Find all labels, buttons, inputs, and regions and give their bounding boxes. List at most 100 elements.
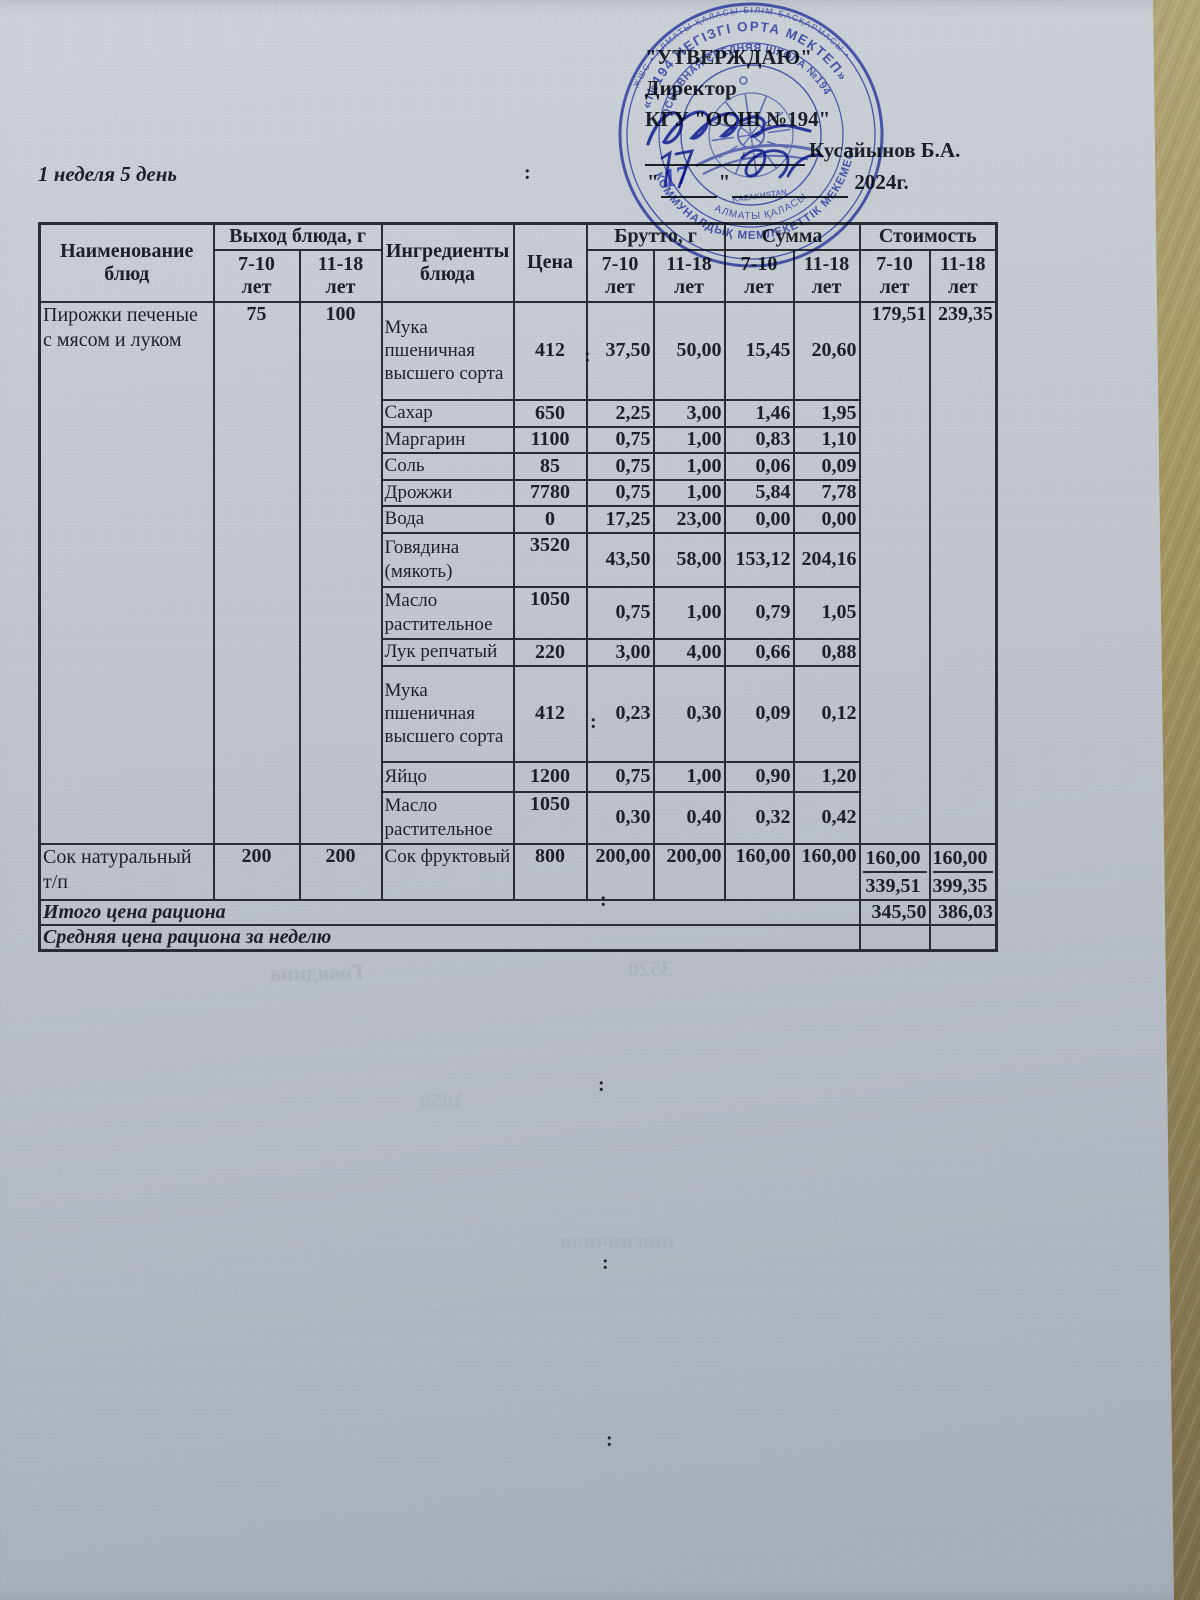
sum-11-18-cell: 204,16 [792, 531, 861, 588]
price-cell: 1200 [512, 760, 588, 793]
dish-name-cell: Пирожки печеные с мясом и луком [38, 300, 215, 845]
juice-cost-7-10: 160,00 [862, 846, 927, 873]
sum-11-18-cell: 1,10 [792, 425, 861, 454]
sum-7-10-cell: 15,45 [723, 300, 795, 401]
brutto-11-18-cell: 0,40 [652, 790, 726, 845]
sum-11-18-cell: 1,20 [792, 760, 861, 793]
brutto-11-18-cell: 50,00 [652, 300, 726, 401]
ingredient-row: Мука пшеничная высшего сорта 412 0,23 0,… [40, 664, 997, 763]
brutto-11-18-cell: 1,00 [652, 760, 726, 793]
empty-cell [928, 923, 998, 951]
output-7-10-cell: 200 [212, 842, 301, 901]
sum-7-10-cell: 5,84 [723, 478, 795, 507]
sum-7-10-cell: 160,00 [723, 842, 795, 901]
ingredient-row: Вода 0 17,25 23,00 0,00 0,00 [40, 504, 997, 534]
quote-mark: " [718, 170, 731, 194]
sum-7-10-cell: 0,09 [723, 664, 795, 763]
ingredient-row: Масло растительное 1050 0,30 0,40 0,32 0… [40, 790, 997, 845]
quote-mark: " [647, 170, 659, 194]
director-name: Кусайынов Б.А. [809, 138, 961, 162]
brutto-11-18-cell: 23,00 [652, 504, 726, 534]
ingredient-name-cell: Мука пшеничная высшего сорта [380, 300, 515, 401]
header-name: Наименование блюд [38, 222, 215, 303]
total-row: Итого цена рациона 345,50 386,03 [38, 898, 998, 926]
brutto-11-18-cell: 200,00 [652, 842, 726, 901]
ingredient-name-cell: Вода [380, 504, 515, 534]
dish-name-cell: Сок натуральный т/п [38, 842, 215, 901]
sum-11-18-cell: 20,60 [792, 300, 861, 401]
header-price: Цена [512, 222, 588, 303]
dish-row-juice: Сок натуральный т/п 200 200 Сок фруктовы… [38, 842, 998, 901]
bleed-through-text: пшеничная [559, 1227, 675, 1254]
brutto-11-18-cell: 1,00 [652, 585, 726, 640]
date-month-line [732, 172, 849, 198]
colon-artifact: : [602, 1252, 609, 1274]
sum-11-18-cell: 0,00 [792, 504, 861, 534]
sum-11-18-cell: 0,12 [792, 664, 861, 763]
colon-artifact: : [598, 1074, 605, 1096]
ingredient-name-cell: Масло растительное [380, 790, 515, 845]
output-7-10-cell: 75 [212, 300, 301, 845]
total-cost-7-10: 339,51 [865, 874, 921, 897]
brutto-11-18-cell: 4,00 [652, 637, 726, 667]
ingredient-name-cell: Соль [380, 451, 515, 481]
bleed-through-text: Говядина [269, 959, 364, 986]
ingredient-name-cell: Дрожжи [380, 478, 515, 507]
ingredient-name-cell: Сахар [380, 398, 515, 428]
juice-cost-11-18: 160,00 [932, 846, 994, 873]
sum-11-18-cell: 0,09 [792, 451, 861, 481]
cost-7-10-cell: 179,51 [858, 300, 931, 845]
brutto-11-18-cell: 3,00 [652, 398, 726, 428]
price-cell: 412 [512, 300, 588, 401]
sum-11-18-cell: 7,78 [792, 478, 861, 507]
approval-director-line: Директор [645, 76, 737, 100]
total-label: Итого цена рациона [38, 898, 861, 926]
header-age-11-18: 11-18 лет [928, 248, 998, 303]
sum-7-10-cell: 0,83 [723, 425, 795, 454]
price-cell: 412 [512, 664, 588, 763]
sum-7-10-cell: 0,90 [723, 760, 795, 793]
ingredient-name-cell: Яйцо [380, 760, 515, 793]
average-label: Средняя цена рациона за неделю [38, 923, 861, 951]
header-age-11-18: 11-18 лет [652, 248, 726, 303]
ingredient-row: Сахар 650 2,25 3,00 1,46 1,95 [40, 398, 997, 428]
bleed-through-text: 3520 [627, 955, 673, 982]
header-row-2: 7-10 лет 11-18 лет 7-10 лет 11-18 лет 7-10 ле… [40, 248, 998, 303]
header-age-11-18: 11-18 лет [298, 248, 383, 303]
ingredient-name-cell: Сок фруктовый [380, 842, 515, 901]
header-age-7-10: 7-10 лет [858, 248, 931, 303]
price-cell: 0 [512, 504, 588, 534]
brutto-7-10-cell: 0,30 [585, 790, 655, 845]
brutto-11-18-cell: 58,00 [652, 531, 726, 588]
colon-artifact: : [600, 889, 607, 911]
colon-artifact: : [584, 345, 591, 367]
brutto-7-10-cell: 0,23 [585, 664, 655, 763]
header-age-7-10: 7-10 лет [585, 248, 655, 303]
signature-ink [646, 110, 824, 189]
price-cell: 7780 [512, 478, 588, 507]
brutto-11-18-cell: 1,00 [652, 478, 726, 507]
brutto-7-10-cell: 3,00 [585, 637, 655, 667]
output-11-18-cell: 100 [298, 300, 383, 845]
sum-7-10-cell: 0,79 [723, 585, 795, 640]
brutto-7-10-cell: 0,75 [585, 425, 655, 454]
sum-11-18-cell: 0,42 [792, 790, 861, 845]
date-row: " " 2024г. 17 [645, 160, 985, 198]
brutto-7-10-cell: 0,75 [585, 585, 655, 640]
sum-7-10-cell: 0,06 [723, 451, 795, 481]
sum-7-10-cell: 153,12 [723, 531, 795, 588]
header-ingredients: Ингредиенты блюда [380, 222, 515, 303]
header-age-11-18: 11-18 лет [792, 248, 861, 303]
price-cell: 1100 [512, 425, 588, 454]
avg-cost-7-10: 345,50 [858, 898, 931, 926]
school-stamp: ЖШС • АЛМАТЫ ҚАЛАСЫ БІЛІМ БАСҚАРМАСЫ • «… [618, 0, 884, 268]
ingredient-name-cell: Говядина (мякоть) [380, 531, 515, 588]
sum-11-18-cell: 160,00 [792, 842, 861, 901]
brutto-7-10-cell: 17,25 [585, 504, 655, 534]
colon-artifact: : [590, 711, 597, 733]
brutto-7-10-cell: 0,75 [585, 478, 655, 507]
brutto-7-10-cell: 0,75 [585, 760, 655, 793]
header-output: Выход блюда, г [212, 222, 383, 251]
sum-7-10-cell: 1,46 [723, 398, 795, 428]
